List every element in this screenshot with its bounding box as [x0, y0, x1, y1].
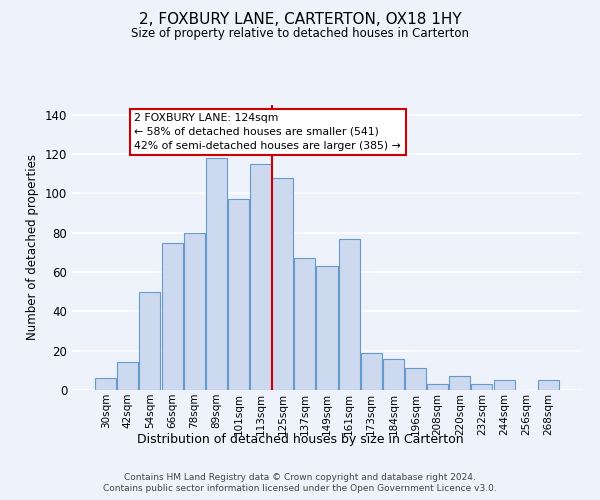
Bar	[206, 158, 227, 390]
Bar	[118, 362, 139, 390]
Bar	[338, 238, 359, 390]
Text: Size of property relative to detached houses in Carterton: Size of property relative to detached ho…	[131, 28, 469, 40]
Text: Contains public sector information licensed under the Open Government Licence v3: Contains public sector information licen…	[103, 484, 497, 493]
Bar	[538, 380, 559, 390]
Bar	[472, 384, 493, 390]
Bar	[494, 380, 515, 390]
Bar	[449, 376, 470, 390]
Bar	[383, 358, 404, 390]
Bar	[184, 233, 205, 390]
Bar	[95, 378, 116, 390]
Text: Distribution of detached houses by size in Carterton: Distribution of detached houses by size …	[137, 432, 463, 446]
Bar	[405, 368, 426, 390]
Text: 2 FOXBURY LANE: 124sqm
← 58% of detached houses are smaller (541)
42% of semi-de: 2 FOXBURY LANE: 124sqm ← 58% of detached…	[134, 113, 401, 151]
Bar	[295, 258, 316, 390]
Bar	[316, 266, 338, 390]
Bar	[228, 200, 249, 390]
Bar	[250, 164, 271, 390]
Bar	[361, 352, 382, 390]
Bar	[161, 242, 182, 390]
Text: Contains HM Land Registry data © Crown copyright and database right 2024.: Contains HM Land Registry data © Crown c…	[124, 472, 476, 482]
Bar	[139, 292, 160, 390]
Text: 2, FOXBURY LANE, CARTERTON, OX18 1HY: 2, FOXBURY LANE, CARTERTON, OX18 1HY	[139, 12, 461, 28]
Y-axis label: Number of detached properties: Number of detached properties	[26, 154, 39, 340]
Bar	[427, 384, 448, 390]
Bar	[272, 178, 293, 390]
